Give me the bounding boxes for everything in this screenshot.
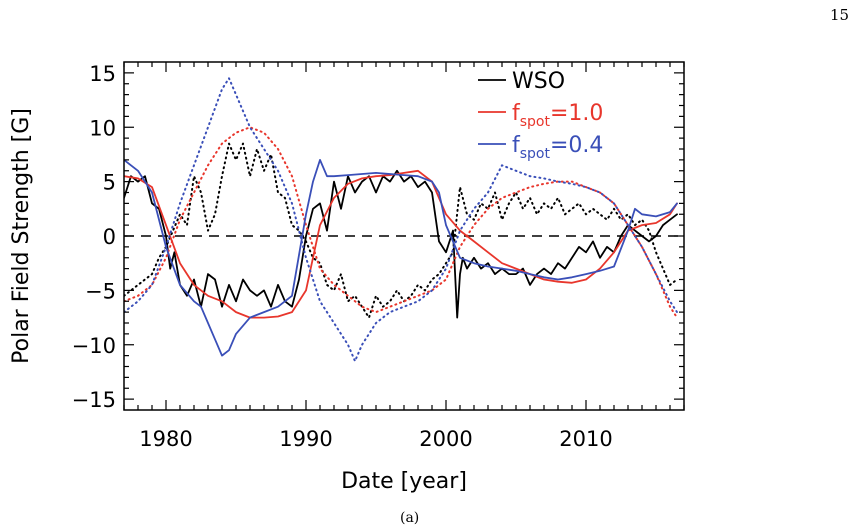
page-number: 15: [830, 6, 850, 24]
legend: WSO fspot=1.0 fspot=0.4: [478, 69, 603, 162]
series-fspot-0-4-north: [124, 159, 678, 357]
y-tick-label: 15: [89, 62, 116, 86]
y-tick-label: −5: [85, 279, 116, 303]
x-tick-label: 1990: [279, 427, 332, 451]
y-tick-label: 5: [103, 171, 116, 195]
x-tick-label: 1980: [139, 427, 192, 451]
series-wso-north: [124, 169, 678, 319]
y-tick-label: −10: [72, 334, 116, 358]
figure-caption: (a): [400, 510, 420, 526]
series-fspot-1-0-north: [124, 169, 678, 319]
legend-label-WSO: WSO: [512, 69, 565, 94]
x-axis-title: Date [year]: [341, 469, 467, 494]
y-tick-label: −15: [72, 388, 116, 412]
series-fspot-1-0-south: [124, 126, 678, 319]
x-tick-label: 2000: [419, 427, 472, 451]
x-tick-label: 2010: [559, 427, 612, 451]
y-axis-title: Polar Field Strength [G]: [9, 108, 34, 364]
legend-label-fspot1: fspot=1.0: [512, 101, 603, 130]
y-tick-label: 0: [103, 225, 116, 249]
y-tick-label: 10: [89, 116, 116, 140]
series-wso-south: [124, 142, 678, 319]
legend-label-fspot04: fspot=0.4: [512, 133, 603, 162]
